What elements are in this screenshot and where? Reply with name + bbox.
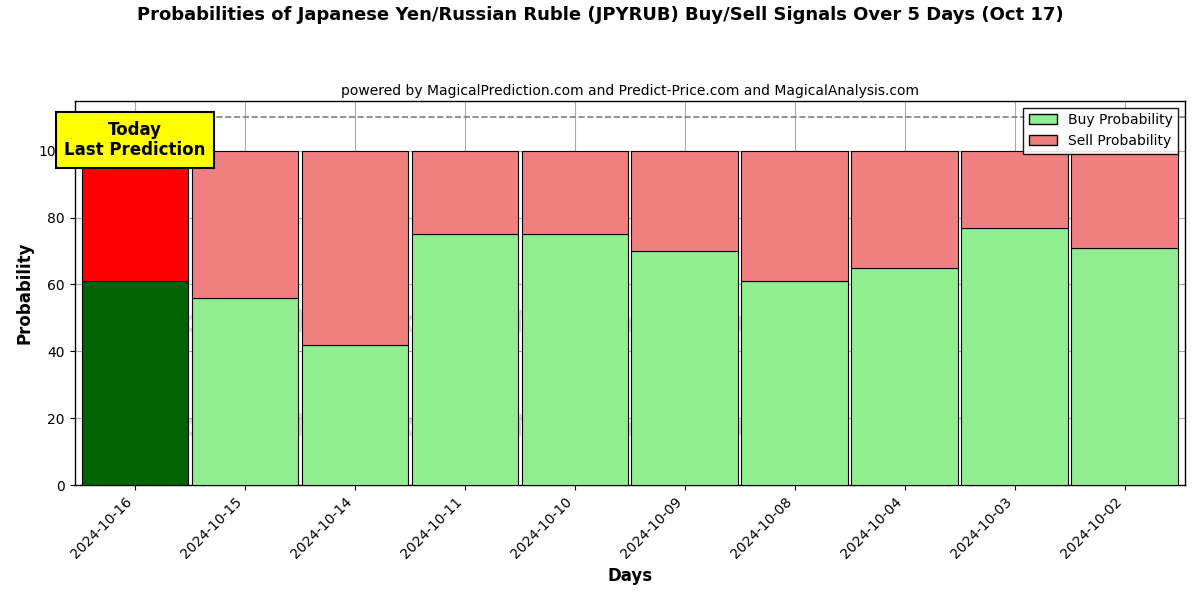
- Text: Probabilities of Japanese Yen/Russian Ruble (JPYRUB) Buy/Sell Signals Over 5 Day: Probabilities of Japanese Yen/Russian Ru…: [137, 6, 1063, 24]
- Bar: [412, 235, 518, 485]
- X-axis label: Days: Days: [607, 567, 653, 585]
- Bar: [522, 151, 628, 235]
- Bar: [631, 251, 738, 485]
- Bar: [961, 151, 1068, 227]
- Bar: [961, 227, 1068, 485]
- Bar: [82, 151, 188, 281]
- Text: Today
Last Prediction: Today Last Prediction: [65, 121, 206, 160]
- Title: powered by MagicalPrediction.com and Predict-Price.com and MagicalAnalysis.com: powered by MagicalPrediction.com and Pre…: [341, 84, 919, 98]
- Bar: [522, 235, 628, 485]
- Y-axis label: Probability: Probability: [16, 242, 34, 344]
- Bar: [82, 281, 188, 485]
- Bar: [851, 268, 958, 485]
- Text: MagicalPrediction.com: MagicalPrediction.com: [512, 413, 902, 442]
- Text: calAnalysis.com: calAnalysis.com: [181, 309, 456, 338]
- Legend: Buy Probability, Sell Probability: Buy Probability, Sell Probability: [1024, 107, 1178, 154]
- Bar: [742, 151, 848, 281]
- Bar: [742, 281, 848, 485]
- Bar: [1072, 248, 1178, 485]
- Bar: [631, 151, 738, 251]
- Bar: [192, 151, 299, 298]
- Bar: [412, 151, 518, 235]
- Bar: [192, 298, 299, 485]
- Bar: [301, 344, 408, 485]
- Text: MagicalPrediction.com: MagicalPrediction.com: [512, 309, 902, 338]
- Text: calAnalysis.com: calAnalysis.com: [181, 413, 456, 442]
- Bar: [301, 151, 408, 344]
- Bar: [851, 151, 958, 268]
- Bar: [1072, 151, 1178, 248]
